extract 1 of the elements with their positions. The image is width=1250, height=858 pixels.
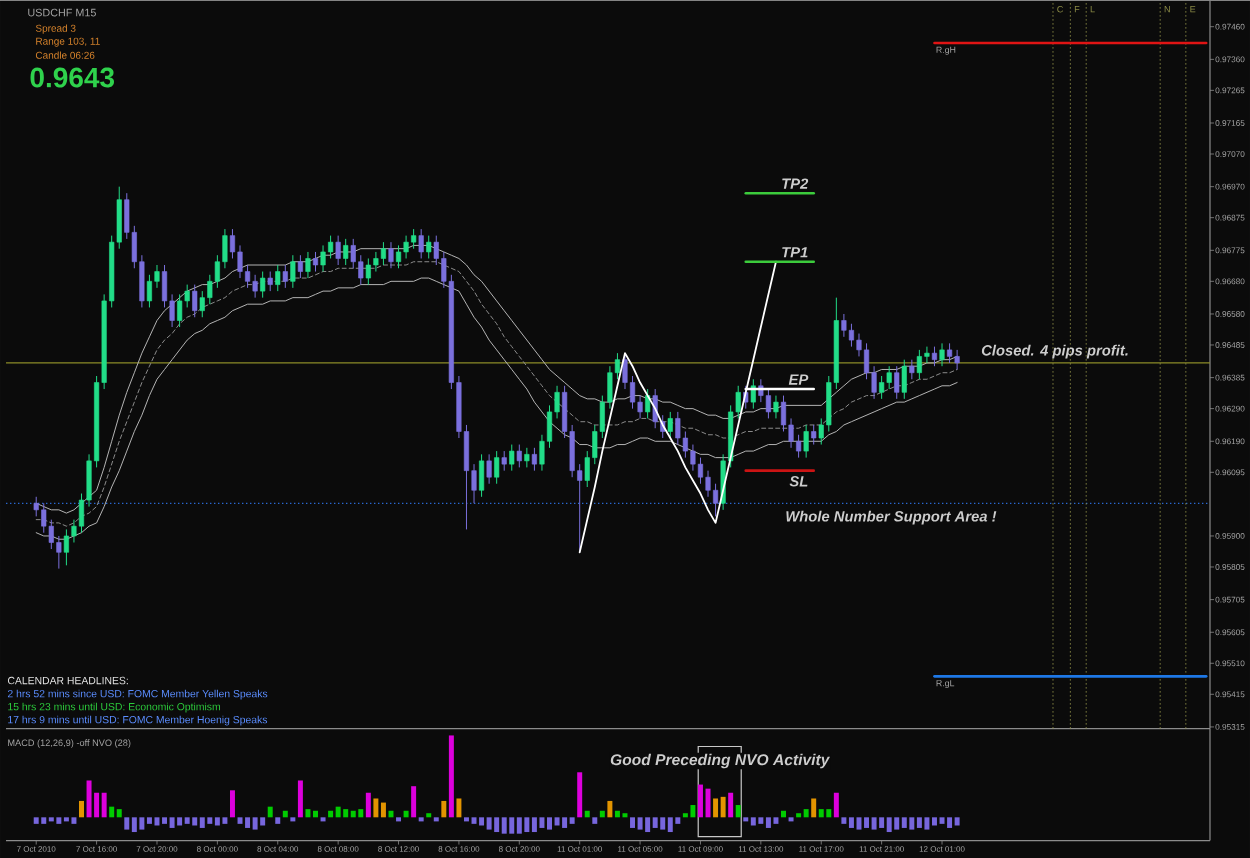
annotation: 0.9643 [30, 67, 115, 88]
